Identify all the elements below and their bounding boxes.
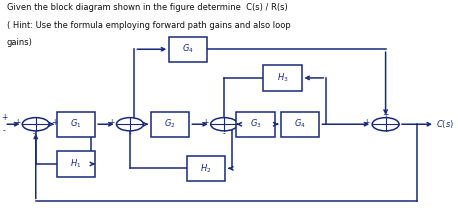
Text: $G_3$: $G_3$: [250, 118, 262, 131]
Text: $G_2$: $G_2$: [164, 118, 176, 131]
Text: +: +: [364, 117, 370, 127]
Text: +: +: [51, 117, 58, 127]
Text: ( Hint: Use the formula employing forward path gains and also loop: ( Hint: Use the formula employing forwar…: [6, 21, 290, 30]
Text: Given the block diagram shown in the figure determine  C(s) / R(s): Given the block diagram shown in the fig…: [6, 3, 287, 12]
Text: $C(s)$: $C(s)$: [436, 118, 454, 130]
Text: +: +: [14, 117, 20, 127]
Bar: [57, 111, 95, 137]
Circle shape: [22, 118, 49, 131]
Text: -: -: [129, 129, 131, 139]
Bar: [151, 111, 189, 137]
Bar: [187, 156, 225, 181]
Text: $H_2$: $H_2$: [201, 162, 212, 175]
Bar: [169, 37, 207, 62]
Text: $G_4$: $G_4$: [294, 118, 306, 131]
Bar: [263, 65, 301, 91]
Text: +: +: [1, 113, 7, 122]
Bar: [281, 111, 319, 137]
Circle shape: [372, 118, 399, 131]
Bar: [57, 151, 95, 177]
Text: $G_1$: $G_1$: [71, 118, 82, 131]
Text: +: +: [108, 117, 114, 127]
Text: -: -: [32, 129, 35, 138]
Text: $H_1$: $H_1$: [71, 158, 82, 170]
Text: gains): gains): [6, 38, 33, 47]
Bar: [236, 111, 275, 137]
Text: +: +: [202, 117, 208, 127]
Text: +: +: [382, 110, 389, 119]
Text: $G_4$: $G_4$: [182, 43, 194, 56]
Circle shape: [211, 118, 238, 131]
Text: -: -: [223, 129, 225, 139]
Text: $H_3$: $H_3$: [277, 72, 288, 84]
Text: -: -: [3, 126, 5, 135]
Circle shape: [116, 118, 143, 131]
